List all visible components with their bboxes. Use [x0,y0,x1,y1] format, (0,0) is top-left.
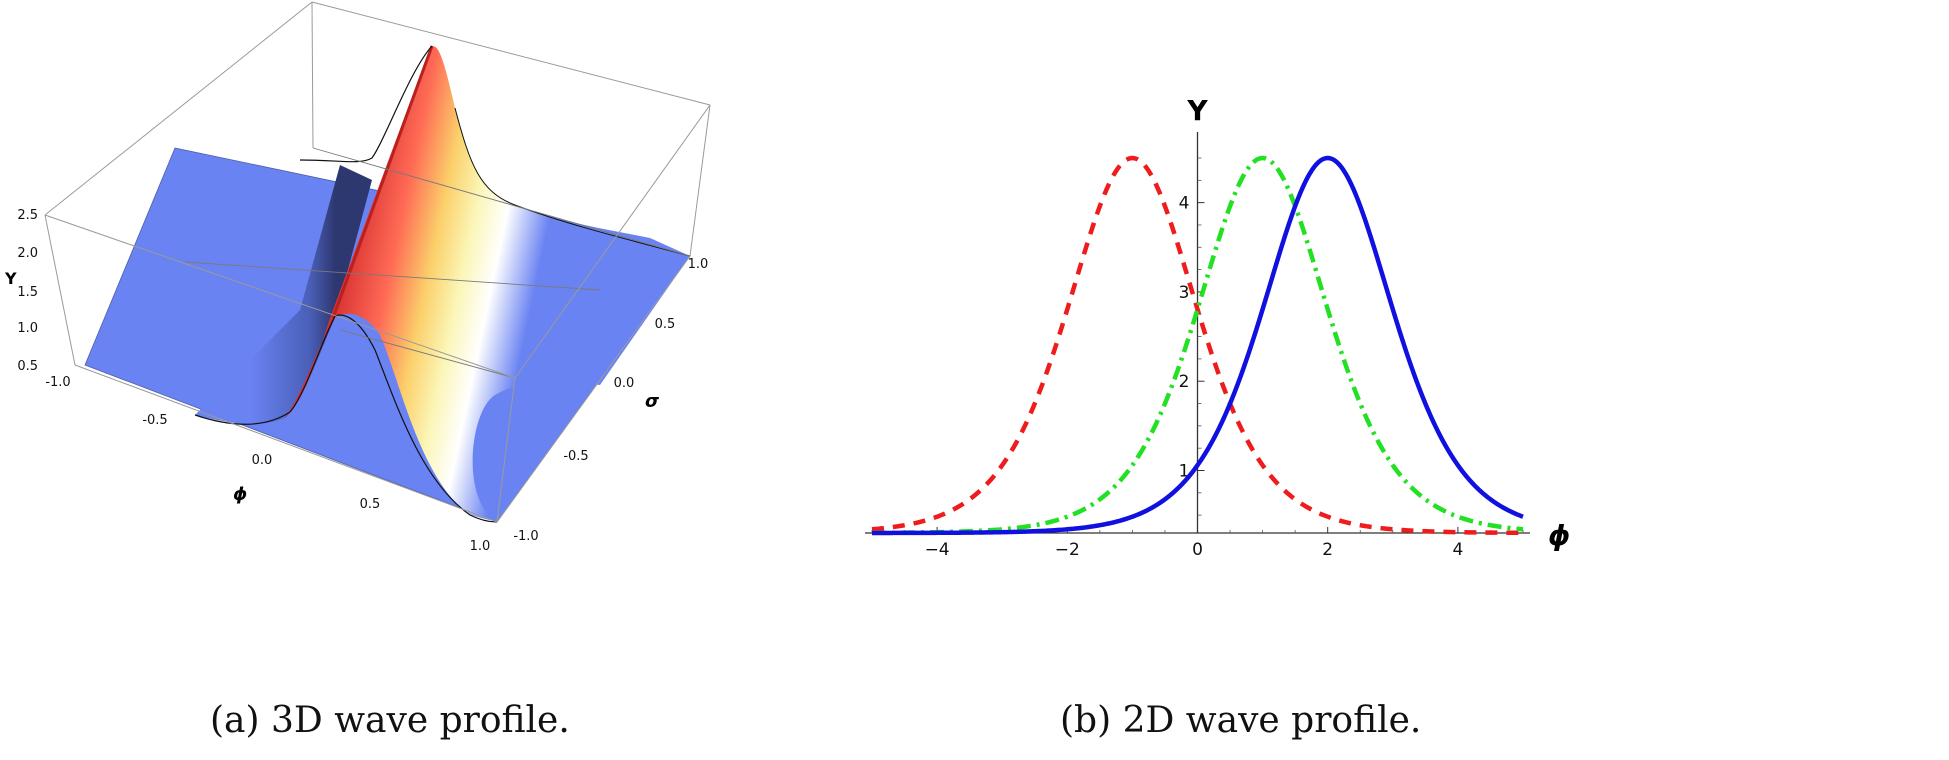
y-tick-label: -1.0 [513,529,538,544]
caption-a: (a) 3D wave profile. [210,700,570,741]
axes-2d: −4 −2 0 2 4 1 2 3 4 Yϕ [865,94,1570,560]
x-tick-label: −4 [925,540,950,560]
y-tick-label: 1 [1179,462,1190,482]
z-tick-label: 2.5 [17,208,38,223]
x-tick-label: 0 [1192,540,1203,560]
x-axis-label: ϕ [1548,519,1570,552]
x-tick-label: 0.5 [360,497,381,512]
x-axis-label: ϕ [233,484,247,505]
y-axis-label: Y [1186,94,1208,127]
x-tick-label: 1.0 [470,539,491,554]
series-line-solid [871,155,1524,536]
x-tick-label: 4 [1452,540,1463,560]
z-tick-label: 1.0 [17,321,38,336]
z-tick-label: 0.5 [17,359,38,374]
axis-ticks-3d: 2.5 2.0 1.5 1.0 0.5 -1.0 -0.5 0.0 0.5 1.0 1.0 0.5 0.… [4,208,708,554]
z-tick-label: 1.5 [17,285,38,300]
surface-ridge-shadow [195,165,372,425]
box-mid-lines [184,147,691,379]
x-tick-label: -0.5 [142,413,167,428]
y-tick-label: 1.0 [688,257,709,272]
box-back-edges [44,1,711,366]
x-tick-label: −2 [1055,540,1080,560]
surface-plot: 2.5 2.0 1.5 1.0 0.5 -1.0 -0.5 0.0 0.5 1.0 1.0 0.5 0.… [4,1,711,554]
z-tick-label: 2.0 [17,246,38,261]
series-line-dashed [871,155,1524,536]
y-tick-label: 4 [1179,194,1190,214]
z-axis-label: Y [4,269,17,288]
surface-ridge [285,46,690,523]
box-front-edges [44,104,711,523]
y-tick-label: -0.5 [563,449,588,464]
y-tick-label: 3 [1179,283,1190,303]
x-tick-label: -1.0 [45,375,70,390]
line-plot: −4 −2 0 2 4 1 2 3 4 Yϕ [865,94,1570,560]
y-tick-label: 0.0 [614,376,635,391]
surface-right-profile [454,107,691,257]
x-tick-label: 2 [1322,540,1333,560]
panel-3d: 2.5 2.0 1.5 1.0 0.5 -1.0 -0.5 0.0 0.5 1.0 1.0 0.5 0.… [0,0,730,700]
x-tick-label: 0.0 [252,453,273,468]
y-axis-label: σ [645,391,660,412]
y-tick-label: 2 [1179,372,1190,392]
surface-back-profile [299,45,433,163]
series-lines [871,155,1524,536]
caption-b: (b) 2D wave profile. [1060,700,1422,741]
y-tick-label: 0.5 [655,317,676,332]
